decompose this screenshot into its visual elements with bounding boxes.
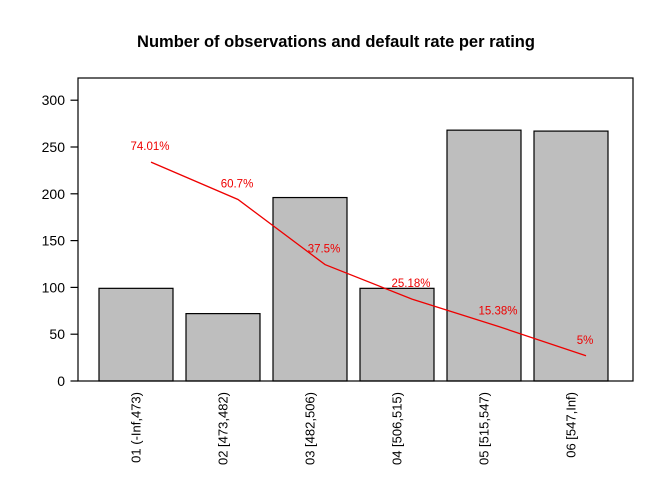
default-rate-label: 25.18% xyxy=(391,278,430,290)
bar xyxy=(98,287,174,382)
y-axis-tick-label: 200 xyxy=(42,186,66,202)
bar xyxy=(272,196,348,382)
x-axis-category-label: 05 [515,547) xyxy=(477,392,492,465)
y-axis-tick-label: 0 xyxy=(57,373,65,389)
y-axis-tick-label: 150 xyxy=(42,233,66,249)
bar xyxy=(533,130,609,382)
x-axis-category-label: 04 [506,515) xyxy=(390,392,405,465)
default-rate-label: 60.7% xyxy=(221,178,254,190)
bar xyxy=(185,313,261,382)
default-rate-label: 15.38% xyxy=(478,306,517,318)
default-rate-line xyxy=(150,161,587,357)
x-axis-category-label: 06 [547,Inf) xyxy=(564,392,579,458)
default-rate-label: 74.01% xyxy=(130,141,169,153)
y-axis-tick-label: 50 xyxy=(49,326,65,342)
y-axis-tick-label: 300 xyxy=(42,92,66,108)
bar xyxy=(446,129,522,382)
default-rate-label: 37.5% xyxy=(308,244,341,256)
chart-title: Number of observations and default rate … xyxy=(137,33,535,51)
x-axis-category-label: 03 [482,506) xyxy=(303,392,318,465)
x-axis-category-label: 01 (-Inf,473) xyxy=(129,392,144,463)
y-axis-tick-label: 250 xyxy=(42,139,66,155)
y-axis-tick-label: 100 xyxy=(42,279,66,295)
x-axis-category-label: 02 [473,482) xyxy=(216,392,231,465)
bar xyxy=(359,287,435,382)
default-rate-label: 5% xyxy=(577,335,594,347)
plot-border xyxy=(77,77,634,382)
plot-area: 0 50 100 150 200 250 300 01 (-Inf,473) 02 [473,4… xyxy=(42,77,634,465)
